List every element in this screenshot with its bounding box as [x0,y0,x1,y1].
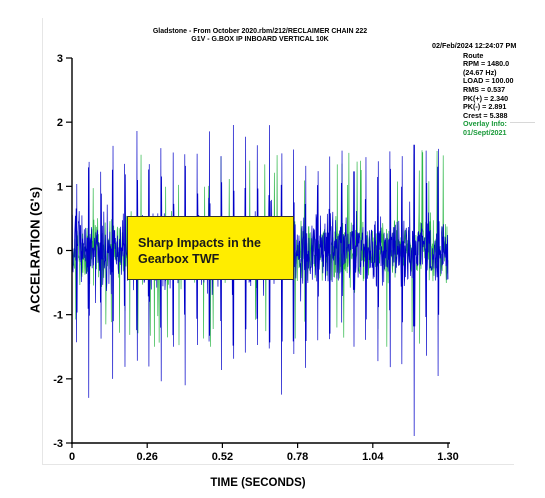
x-tick-label: 1.04 [362,451,384,463]
x-tick-label: 0 [69,451,75,463]
load-value: LOAD = 100.00 [463,76,514,86]
y-tick-label: 2 [57,117,63,129]
rpm-value: RPM = 1480.0 [463,59,510,69]
frame-bottom-border [42,464,514,465]
y-tick-label: -1 [53,310,63,322]
chart-title-line-2: G1V - G.BOX IP INBOARD VERTICAL 10K [191,36,329,43]
route-label: Route [463,50,484,60]
pk-pos-value: PK(+) = 2.340 [463,93,509,103]
y-tick-label: 0 [57,246,63,258]
current-series [71,124,449,437]
overlay-info-date: 01/Sept/2021 [463,127,507,137]
info-panel-divider [510,122,535,123]
x-tick-label: 1.30 [437,451,458,463]
x-tick-label: 0.52 [212,451,233,463]
x-tick-label: 0.78 [287,451,308,463]
y-tick-label: -3 [53,438,63,450]
y-axis-label: ACCELRATION (G's) [27,186,43,314]
current-waveform-line [71,124,449,437]
y-tick-label: 1 [57,181,63,193]
pk-neg-value: PK(-) = 2.891 [463,102,507,112]
annotation-callout: Sharp Impacts in the Gearbox TWF [127,216,294,280]
overlay-info-label: Overlay Info: [463,119,507,129]
timestamp: 02/Feb/2024 12:24:07 PM [432,41,517,50]
x-axis-label: TIME (SECONDS) [210,477,306,489]
y-tick-label: -2 [53,374,63,386]
chart-title-line-1: Gladstone - From October 2020.rbm/212/RE… [152,28,368,35]
callout-line-2: Gearbox TWF [138,252,220,266]
callout-line-1: Sharp Impacts in the [138,236,261,250]
crest-value: Crest = 5.388 [463,110,508,120]
hz-value: (24.67 Hz) [463,67,497,77]
y-tick-label: 3 [57,53,63,65]
frame-left-border [42,18,43,464]
x-tick-label: 0.26 [136,451,157,463]
axes: 3 2 1 0 -1 -2 -3 0 0.26 0.52 0.78 1.04 1.30 [53,53,458,463]
rms-value: RMS = 0.537 [463,84,506,94]
